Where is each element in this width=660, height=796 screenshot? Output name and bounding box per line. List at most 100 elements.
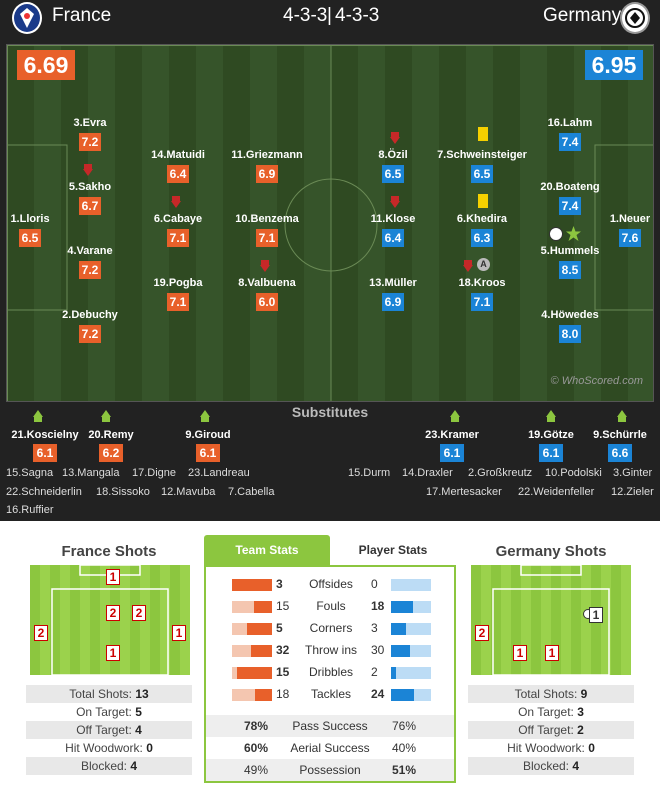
away-player-lcb[interactable]: 5.Hummels 8.5: [510, 244, 630, 279]
player-rating: 7.4: [559, 197, 581, 215]
player-name: 3.Evra: [73, 117, 107, 129]
player-name: 21.Koscielny: [11, 429, 79, 441]
goal-count-box: 1: [589, 607, 603, 623]
home-player-rcm[interactable]: 19.Pogba 7.1: [118, 276, 238, 311]
tab-team-stats[interactable]: Team Stats: [204, 535, 330, 565]
home-player-lcb[interactable]: 5.Sakho 6.7: [30, 180, 150, 215]
home-sub-2[interactable]: 20.Remy 6.2: [66, 429, 156, 462]
player-rating: 7.1: [471, 293, 493, 311]
away-bench-player[interactable]: 14.Draxler: [402, 467, 453, 479]
shot-count-box: 2: [34, 625, 48, 641]
home-value: 60%: [243, 741, 269, 755]
sub-off-arrow-icon: [83, 164, 93, 176]
player-name: 19.Götze: [528, 429, 574, 441]
away-bench-player[interactable]: 17.Mertesacker: [426, 486, 502, 498]
team-stat-row: 5 Corners 3: [206, 619, 454, 639]
player-rating: 6.1: [196, 444, 220, 462]
shot-stat-value: 2: [577, 723, 584, 737]
tab-player-stats[interactable]: Player Stats: [358, 543, 428, 557]
stats-panel: France Shots 1 2 2 2 1 1 Total Shots: 13…: [0, 521, 660, 796]
home-value: 49%: [243, 763, 269, 777]
away-bench-player[interactable]: 22.Weidenfeller: [518, 486, 595, 498]
away-value: 18: [371, 599, 385, 613]
shots-pitch-lines: [492, 565, 610, 675]
away-bench-player[interactable]: 15.Durm: [348, 467, 391, 479]
home-bench-player[interactable]: 15.Sagna: [6, 467, 54, 479]
germany-crest-icon: [620, 2, 650, 34]
home-formation: 4-3-3: [283, 5, 328, 26]
shot-count-box: 2: [106, 605, 120, 621]
summary-row: 49% Possession 51%: [206, 759, 454, 781]
away-value: 30: [371, 643, 385, 657]
away-bar: [391, 601, 413, 613]
shot-stat-row: Total Shots: 13: [26, 685, 192, 703]
player-rating: 6.5: [471, 165, 493, 183]
away-sub-2[interactable]: 19.Götze 6.1: [506, 429, 596, 462]
home-bench-player[interactable]: 22.Schneiderlin: [6, 486, 82, 498]
away-team-name[interactable]: Germany: [543, 5, 622, 26]
home-sub-3[interactable]: 9.Giroud 6.1: [163, 429, 253, 462]
home-bench-player[interactable]: 16.Ruffier: [6, 504, 54, 516]
home-player-lb[interactable]: 3.Evra 7.2: [30, 116, 150, 151]
away-player-rb[interactable]: 16.Lahm 7.4: [510, 116, 630, 151]
away-player-cm[interactable]: 6.Khedira 6.3: [422, 212, 542, 247]
away-player-lw[interactable]: 13.Müller 6.9: [333, 276, 453, 311]
player-name: 9.Giroud: [185, 429, 231, 441]
player-rating: 6.5: [382, 165, 404, 183]
away-sub-1[interactable]: 23.Kramer 6.1: [407, 429, 497, 462]
away-value: 2: [371, 665, 378, 679]
away-player-lb[interactable]: 4.Höwedes 8.0: [510, 308, 630, 343]
away-bench-player[interactable]: 10.Podolski: [545, 467, 602, 479]
away-player-rcm[interactable]: 7.Schweinsteiger 6.5: [422, 148, 542, 183]
away-player-gk[interactable]: 1.Neuer 7.6: [570, 212, 660, 247]
away-value: 3: [371, 621, 378, 635]
assist-icon: A: [477, 258, 490, 271]
away-sub-3[interactable]: 9.Schürrle 6.6: [575, 429, 660, 462]
shot-stat-value: 4: [572, 759, 580, 773]
away-player-rw[interactable]: 8.Özil 6.5: [333, 148, 453, 183]
stat-label: Pass Success: [292, 719, 368, 733]
shot-stat-label: Total Shots:: [514, 687, 578, 701]
shot-stat-value: 0: [146, 741, 153, 755]
stat-label: Possession: [299, 763, 361, 777]
home-bench-player[interactable]: 17.Digne: [132, 467, 177, 479]
stat-label: Fouls: [316, 599, 346, 613]
away-player-lcm[interactable]: 18.Kroos 7.1: [422, 276, 542, 311]
home-player-gk[interactable]: 1.Lloris 6.5: [0, 212, 90, 247]
away-bar-track: [391, 667, 431, 679]
shot-stat-label: Off Target:: [518, 723, 574, 737]
home-player-lw[interactable]: 11.Griezmann 6.9: [207, 148, 327, 183]
away-player-rcb[interactable]: 20.Boateng 7.4: [510, 180, 630, 215]
home-bench-player[interactable]: 23.Landreau: [188, 467, 250, 479]
sub-on-arrow-icon: [33, 410, 43, 422]
away-bench-player[interactable]: 2.Großkreutz: [468, 467, 533, 479]
home-player-cm[interactable]: 6.Cabaye 7.1: [118, 212, 238, 247]
home-bench-player[interactable]: 13.Mangala: [62, 467, 120, 479]
home-player-lcm[interactable]: 14.Matuidi 6.4: [118, 148, 238, 183]
home-player-rb[interactable]: 2.Debuchy 7.2: [30, 308, 150, 343]
sub-on-arrow-icon: [200, 410, 210, 422]
home-team-name[interactable]: France: [52, 5, 112, 26]
home-bench-player[interactable]: 12.Mavuba: [161, 486, 216, 498]
player-name: 18.Kroos: [458, 277, 506, 289]
player-rating: 6.1: [440, 444, 464, 462]
home-player-rw[interactable]: 8.Valbuena 6.0: [207, 276, 327, 311]
shot-stat-label: Blocked:: [80, 759, 127, 773]
home-bench-player[interactable]: 18.Sissoko: [96, 486, 150, 498]
home-bar: [232, 579, 272, 591]
team-stats-panel: 3 Offsides 0 15 Fouls 18 5 Corners 3 32 Throw ins 3…: [204, 565, 456, 783]
home-value: 3: [276, 577, 283, 591]
home-bench-player[interactable]: 7.Cabella: [228, 486, 275, 498]
player-rating: 6.3: [471, 229, 493, 247]
away-bench-player[interactable]: 3.Ginter: [613, 467, 653, 479]
away-bench-player[interactable]: 12.Zieler: [611, 486, 654, 498]
away-player-st[interactable]: 11.Klose 6.4: [333, 212, 453, 247]
shot-stat-label: Total Shots:: [69, 687, 132, 701]
team-stat-row: 15 Fouls 18: [206, 597, 454, 617]
shot-stat-label: On Target:: [76, 705, 132, 719]
home-player-rcb[interactable]: 4.Varane 7.2: [30, 244, 150, 279]
home-player-st[interactable]: 10.Benzema 7.1: [207, 212, 327, 247]
home-sub-1[interactable]: 21.Koscielny 6.1: [0, 429, 90, 462]
substitutes-title: Substitutes: [291, 404, 369, 420]
player-name: 16.Lahm: [547, 117, 593, 129]
